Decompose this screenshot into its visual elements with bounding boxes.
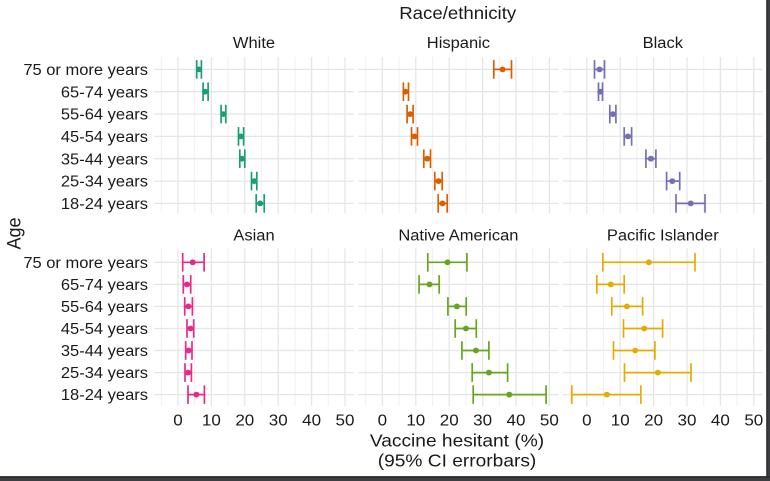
svg-text:55-64 years: 55-64 years: [61, 299, 148, 315]
svg-text:20: 20: [440, 411, 459, 429]
svg-text:20: 20: [644, 411, 663, 429]
svg-text:35-44 years: 35-44 years: [61, 344, 148, 360]
svg-text:Pacific Islander: Pacific Islander: [607, 228, 720, 244]
svg-text:40: 40: [711, 411, 730, 429]
svg-text:65-74 years: 65-74 years: [61, 277, 148, 293]
svg-text:40: 40: [507, 411, 526, 429]
svg-text:75 or more years: 75 or more years: [23, 62, 148, 78]
svg-text:50: 50: [540, 411, 559, 429]
svg-text:White: White: [233, 35, 275, 51]
svg-text:75 or more years: 75 or more years: [23, 255, 148, 271]
svg-text:0: 0: [582, 411, 591, 429]
svg-text:55-64 years: 55-64 years: [61, 107, 148, 123]
svg-text:Hispanic: Hispanic: [427, 35, 490, 51]
svg-text:18-24 years: 18-24 years: [61, 196, 148, 212]
svg-text:35-44 years: 35-44 years: [61, 152, 148, 168]
svg-text:0: 0: [173, 411, 182, 429]
svg-text:Vaccine hesitant (%): Vaccine hesitant (%): [370, 430, 544, 450]
svg-text:45-54 years: 45-54 years: [61, 321, 148, 337]
svg-text:25-34 years: 25-34 years: [61, 174, 148, 190]
svg-text:45-54 years: 45-54 years: [61, 129, 148, 145]
svg-text:30: 30: [678, 411, 697, 429]
svg-text:50: 50: [336, 411, 355, 429]
svg-text:10: 10: [202, 411, 221, 429]
svg-text:30: 30: [269, 411, 288, 429]
svg-text:Asian: Asian: [233, 228, 274, 244]
svg-text:(95% CI errorbars): (95% CI errorbars): [378, 450, 537, 470]
svg-text:0: 0: [378, 411, 387, 429]
svg-text:25-34 years: 25-34 years: [61, 366, 148, 382]
svg-text:40: 40: [302, 411, 321, 429]
svg-text:18-24 years: 18-24 years: [61, 388, 148, 404]
svg-text:10: 10: [406, 411, 425, 429]
svg-text:Age: Age: [3, 217, 25, 249]
svg-text:Black: Black: [643, 35, 684, 51]
svg-text:65-74 years: 65-74 years: [61, 85, 148, 101]
svg-text:20: 20: [235, 411, 254, 429]
svg-text:10: 10: [611, 411, 630, 429]
svg-text:50: 50: [744, 411, 763, 429]
svg-text:Race/ethnicity: Race/ethnicity: [399, 4, 516, 23]
svg-text:Native American: Native American: [398, 228, 518, 244]
svg-text:30: 30: [473, 411, 492, 429]
